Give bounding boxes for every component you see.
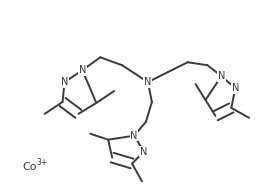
Text: N: N — [130, 131, 138, 141]
Text: N: N — [144, 77, 152, 87]
Text: N: N — [140, 147, 148, 157]
Text: N: N — [61, 77, 68, 87]
Text: N: N — [79, 65, 86, 75]
Text: 3+: 3+ — [37, 158, 48, 167]
Text: Co: Co — [23, 163, 37, 173]
Text: N: N — [232, 83, 239, 93]
Text: N: N — [218, 71, 225, 81]
